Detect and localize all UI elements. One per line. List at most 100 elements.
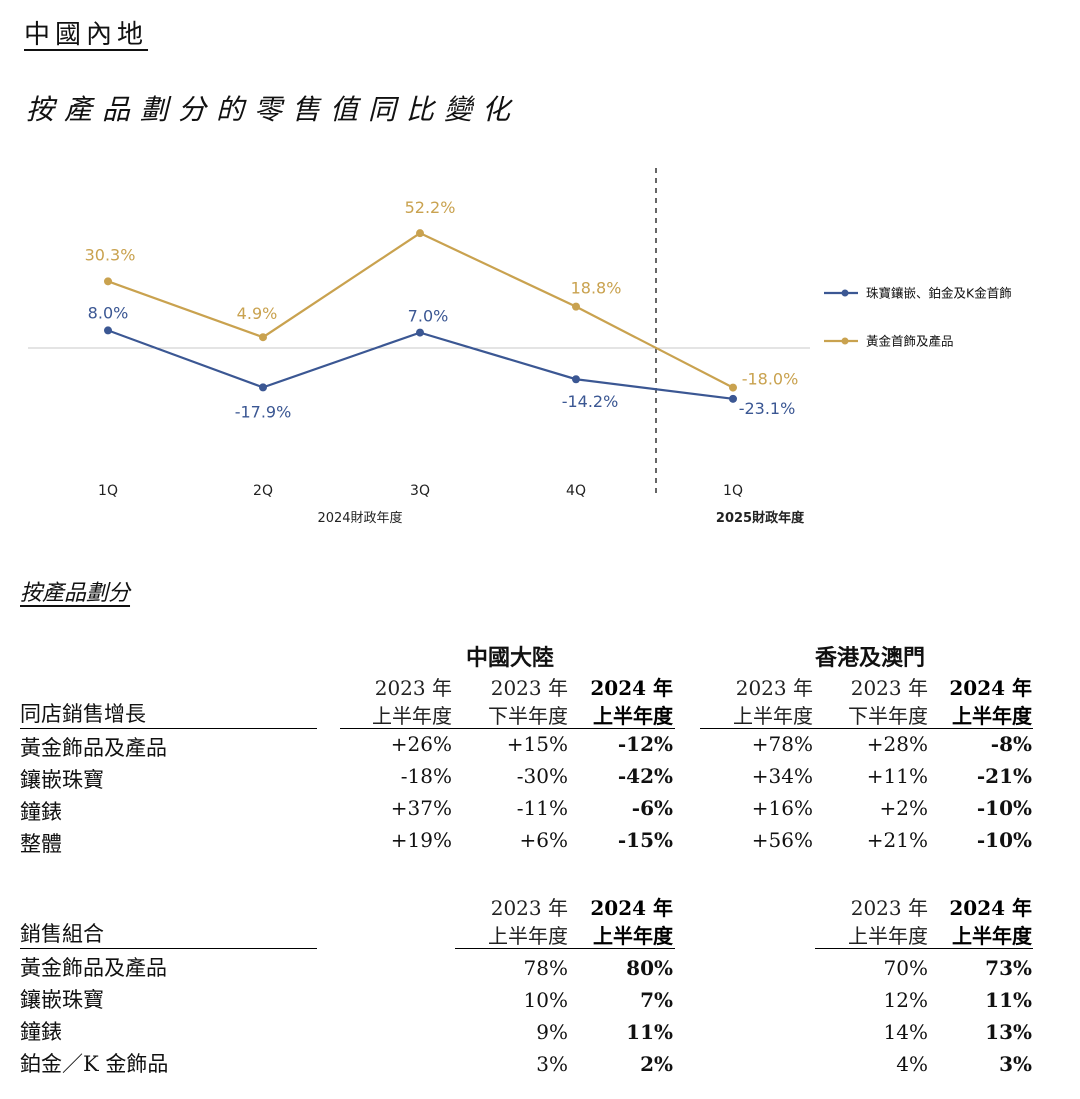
data-point: [416, 328, 424, 337]
x-tick-label: 1Q: [98, 483, 118, 499]
x-tick-label: 1Q: [723, 483, 743, 499]
section-title: 按產品劃分: [20, 581, 131, 606]
table-cell: 73%: [985, 956, 1032, 980]
col-header-line2: 上半年度: [593, 704, 673, 728]
data-label: 4.9%: [237, 304, 278, 323]
x-tick-label: 2Q: [253, 483, 273, 499]
table-cell: -6%: [631, 796, 673, 820]
data-label: 30.3%: [85, 245, 136, 264]
data-label: -23.1%: [739, 399, 796, 418]
col-header-line1: 2024 年: [949, 896, 1032, 920]
row-label: 黃金飾品及產品: [20, 736, 167, 760]
data-point: [259, 383, 267, 392]
col-header-line1: 2023 年: [735, 676, 813, 700]
data-label: 7.0%: [408, 307, 449, 326]
data-label: 8.0%: [88, 303, 129, 322]
row-label: 鐘錶: [20, 1020, 62, 1044]
row-label: 鑲嵌珠寶: [20, 988, 104, 1012]
col-header-line1: 2023 年: [490, 896, 568, 920]
legend-swatch-dot: [841, 289, 849, 297]
table-cell: +19%: [390, 828, 452, 852]
table-cell: -42%: [617, 764, 673, 788]
x-tick-label: 4Q: [566, 483, 586, 499]
table-cell: 11%: [626, 1020, 673, 1044]
table-cell: -10%: [976, 828, 1032, 852]
col-header-line1: 2024 年: [590, 896, 673, 920]
table-cell: -15%: [617, 828, 673, 852]
header-rule: [20, 728, 317, 729]
table-cell: -18%: [400, 764, 452, 788]
legend-label: 黃金首飾及產品: [866, 334, 954, 349]
table-cell: 10%: [523, 988, 568, 1012]
table-cell: 78%: [523, 956, 568, 980]
table-cell: 14%: [883, 1020, 928, 1044]
table-cell: -21%: [976, 764, 1032, 788]
col-header-line1: 2023 年: [850, 896, 928, 920]
table-cell: 2%: [640, 1052, 673, 1076]
table-cell: 70%: [883, 956, 928, 980]
region-title: 中國內地: [24, 20, 149, 50]
row-label: 鑲嵌珠寶: [20, 768, 104, 792]
col-header-line2: 上半年度: [372, 704, 452, 728]
period-label-2024: 2024財政年度: [317, 510, 402, 526]
data-label: 52.2%: [405, 198, 456, 217]
data-label: 18.8%: [571, 279, 622, 298]
table-cell: -30%: [516, 764, 568, 788]
table-cell: +21%: [866, 828, 928, 852]
data-point: [729, 383, 737, 392]
group-header-mainland: 中國大陸: [465, 645, 554, 671]
data-label: -18.0%: [742, 370, 799, 389]
col-header-line2: 上半年度: [593, 924, 673, 948]
col-header-line1: 2023 年: [374, 676, 452, 700]
legend-swatch-dot: [841, 337, 849, 345]
data-point: [416, 229, 424, 238]
data-point: [729, 394, 737, 403]
data-point: [104, 326, 112, 335]
table-cell: 3%: [536, 1052, 568, 1076]
table-cell: +28%: [866, 732, 928, 756]
header-rule: [340, 728, 675, 729]
data-label: -17.9%: [235, 402, 292, 421]
table-cell: 3%: [999, 1052, 1032, 1076]
table-cell: -12%: [617, 732, 673, 756]
header-rule: [700, 728, 1033, 729]
table-cell: 9%: [536, 1020, 568, 1044]
table-cell: 7%: [640, 988, 673, 1012]
line-chart: 8.0% -17.9% 7.0% -14.2% -23.1% 30.3% 4.9% 52.2%…: [28, 168, 1012, 526]
table-cell: 12%: [883, 988, 928, 1012]
col-header-line1: 2023 年: [850, 676, 928, 700]
header-rule: [20, 948, 317, 949]
col-header-line2: 下半年度: [488, 704, 568, 728]
table-cell: +11%: [866, 764, 928, 788]
data-point: [572, 302, 580, 311]
table-cell: +26%: [390, 732, 452, 756]
table-cell: +37%: [390, 796, 452, 820]
col-header-line1: 2024 年: [949, 676, 1032, 700]
table-cell: 80%: [626, 956, 673, 980]
table-cell: +15%: [506, 732, 568, 756]
table-cell: +16%: [751, 796, 813, 820]
header-rule: [455, 948, 675, 949]
table-cell: -11%: [516, 796, 568, 820]
group-header-hkmo: 香港及澳門: [814, 645, 925, 671]
col-header-line2: 上半年度: [952, 924, 1032, 948]
table-cell: 13%: [985, 1020, 1032, 1044]
series-line: [107, 329, 734, 400]
col-header-line2: 上半年度: [733, 704, 813, 728]
col-header-line1: 2024 年: [590, 676, 673, 700]
legend-label: 珠寶鑲嵌、鉑金及K金首飾: [866, 286, 1012, 301]
x-tick-label: 3Q: [410, 483, 430, 499]
table-cell: +2%: [879, 796, 929, 820]
chart-title: 按產品劃分的零售值同比變化: [26, 93, 521, 126]
col-header-line1: 2023 年: [490, 676, 568, 700]
header-rule: [815, 948, 1033, 949]
row-label: 黃金飾品及產品: [20, 956, 167, 980]
col-header-line2: 上半年度: [488, 924, 568, 948]
table-cell: +56%: [751, 828, 813, 852]
table-cell: -8%: [990, 732, 1032, 756]
table-cell: +6%: [519, 828, 569, 852]
col-header-line2: 下半年度: [848, 704, 928, 728]
series-gold: 30.3% 4.9% 52.2% 18.8% -18.0%: [85, 198, 799, 392]
data-label: -14.2%: [562, 392, 619, 411]
